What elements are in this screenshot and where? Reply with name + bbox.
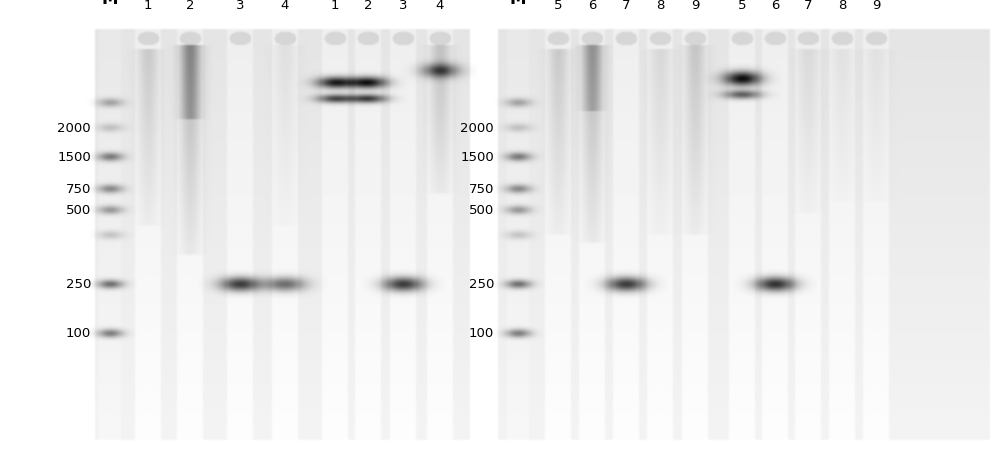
Text: 7: 7 bbox=[804, 0, 812, 12]
Text: 9: 9 bbox=[872, 0, 880, 12]
Text: 4: 4 bbox=[436, 0, 444, 12]
Text: 1: 1 bbox=[144, 0, 152, 12]
Text: 6: 6 bbox=[588, 0, 596, 12]
Text: 2: 2 bbox=[186, 0, 194, 12]
Text: 2: 2 bbox=[364, 0, 372, 12]
Text: 3: 3 bbox=[399, 0, 407, 12]
Text: 9: 9 bbox=[691, 0, 699, 12]
Text: M: M bbox=[510, 0, 526, 8]
Text: 500: 500 bbox=[66, 204, 91, 217]
Text: 250: 250 bbox=[66, 278, 91, 291]
Text: 5: 5 bbox=[738, 0, 746, 12]
Text: 750: 750 bbox=[66, 183, 91, 196]
Text: 3: 3 bbox=[236, 0, 244, 12]
Text: 500: 500 bbox=[469, 204, 494, 217]
Text: 6: 6 bbox=[771, 0, 779, 12]
Text: 2000: 2000 bbox=[57, 122, 91, 135]
Text: 100: 100 bbox=[66, 327, 91, 340]
Text: 1: 1 bbox=[331, 0, 339, 12]
Text: 4: 4 bbox=[281, 0, 289, 12]
Text: 250: 250 bbox=[469, 278, 494, 291]
Text: 5: 5 bbox=[554, 0, 562, 12]
Text: 2000: 2000 bbox=[460, 122, 494, 135]
Text: 1500: 1500 bbox=[57, 151, 91, 164]
Text: 8: 8 bbox=[656, 0, 664, 12]
Text: 750: 750 bbox=[469, 183, 494, 196]
Text: M: M bbox=[102, 0, 118, 8]
Text: 7: 7 bbox=[622, 0, 630, 12]
Text: 100: 100 bbox=[469, 327, 494, 340]
Text: 8: 8 bbox=[838, 0, 846, 12]
Text: 1500: 1500 bbox=[460, 151, 494, 164]
